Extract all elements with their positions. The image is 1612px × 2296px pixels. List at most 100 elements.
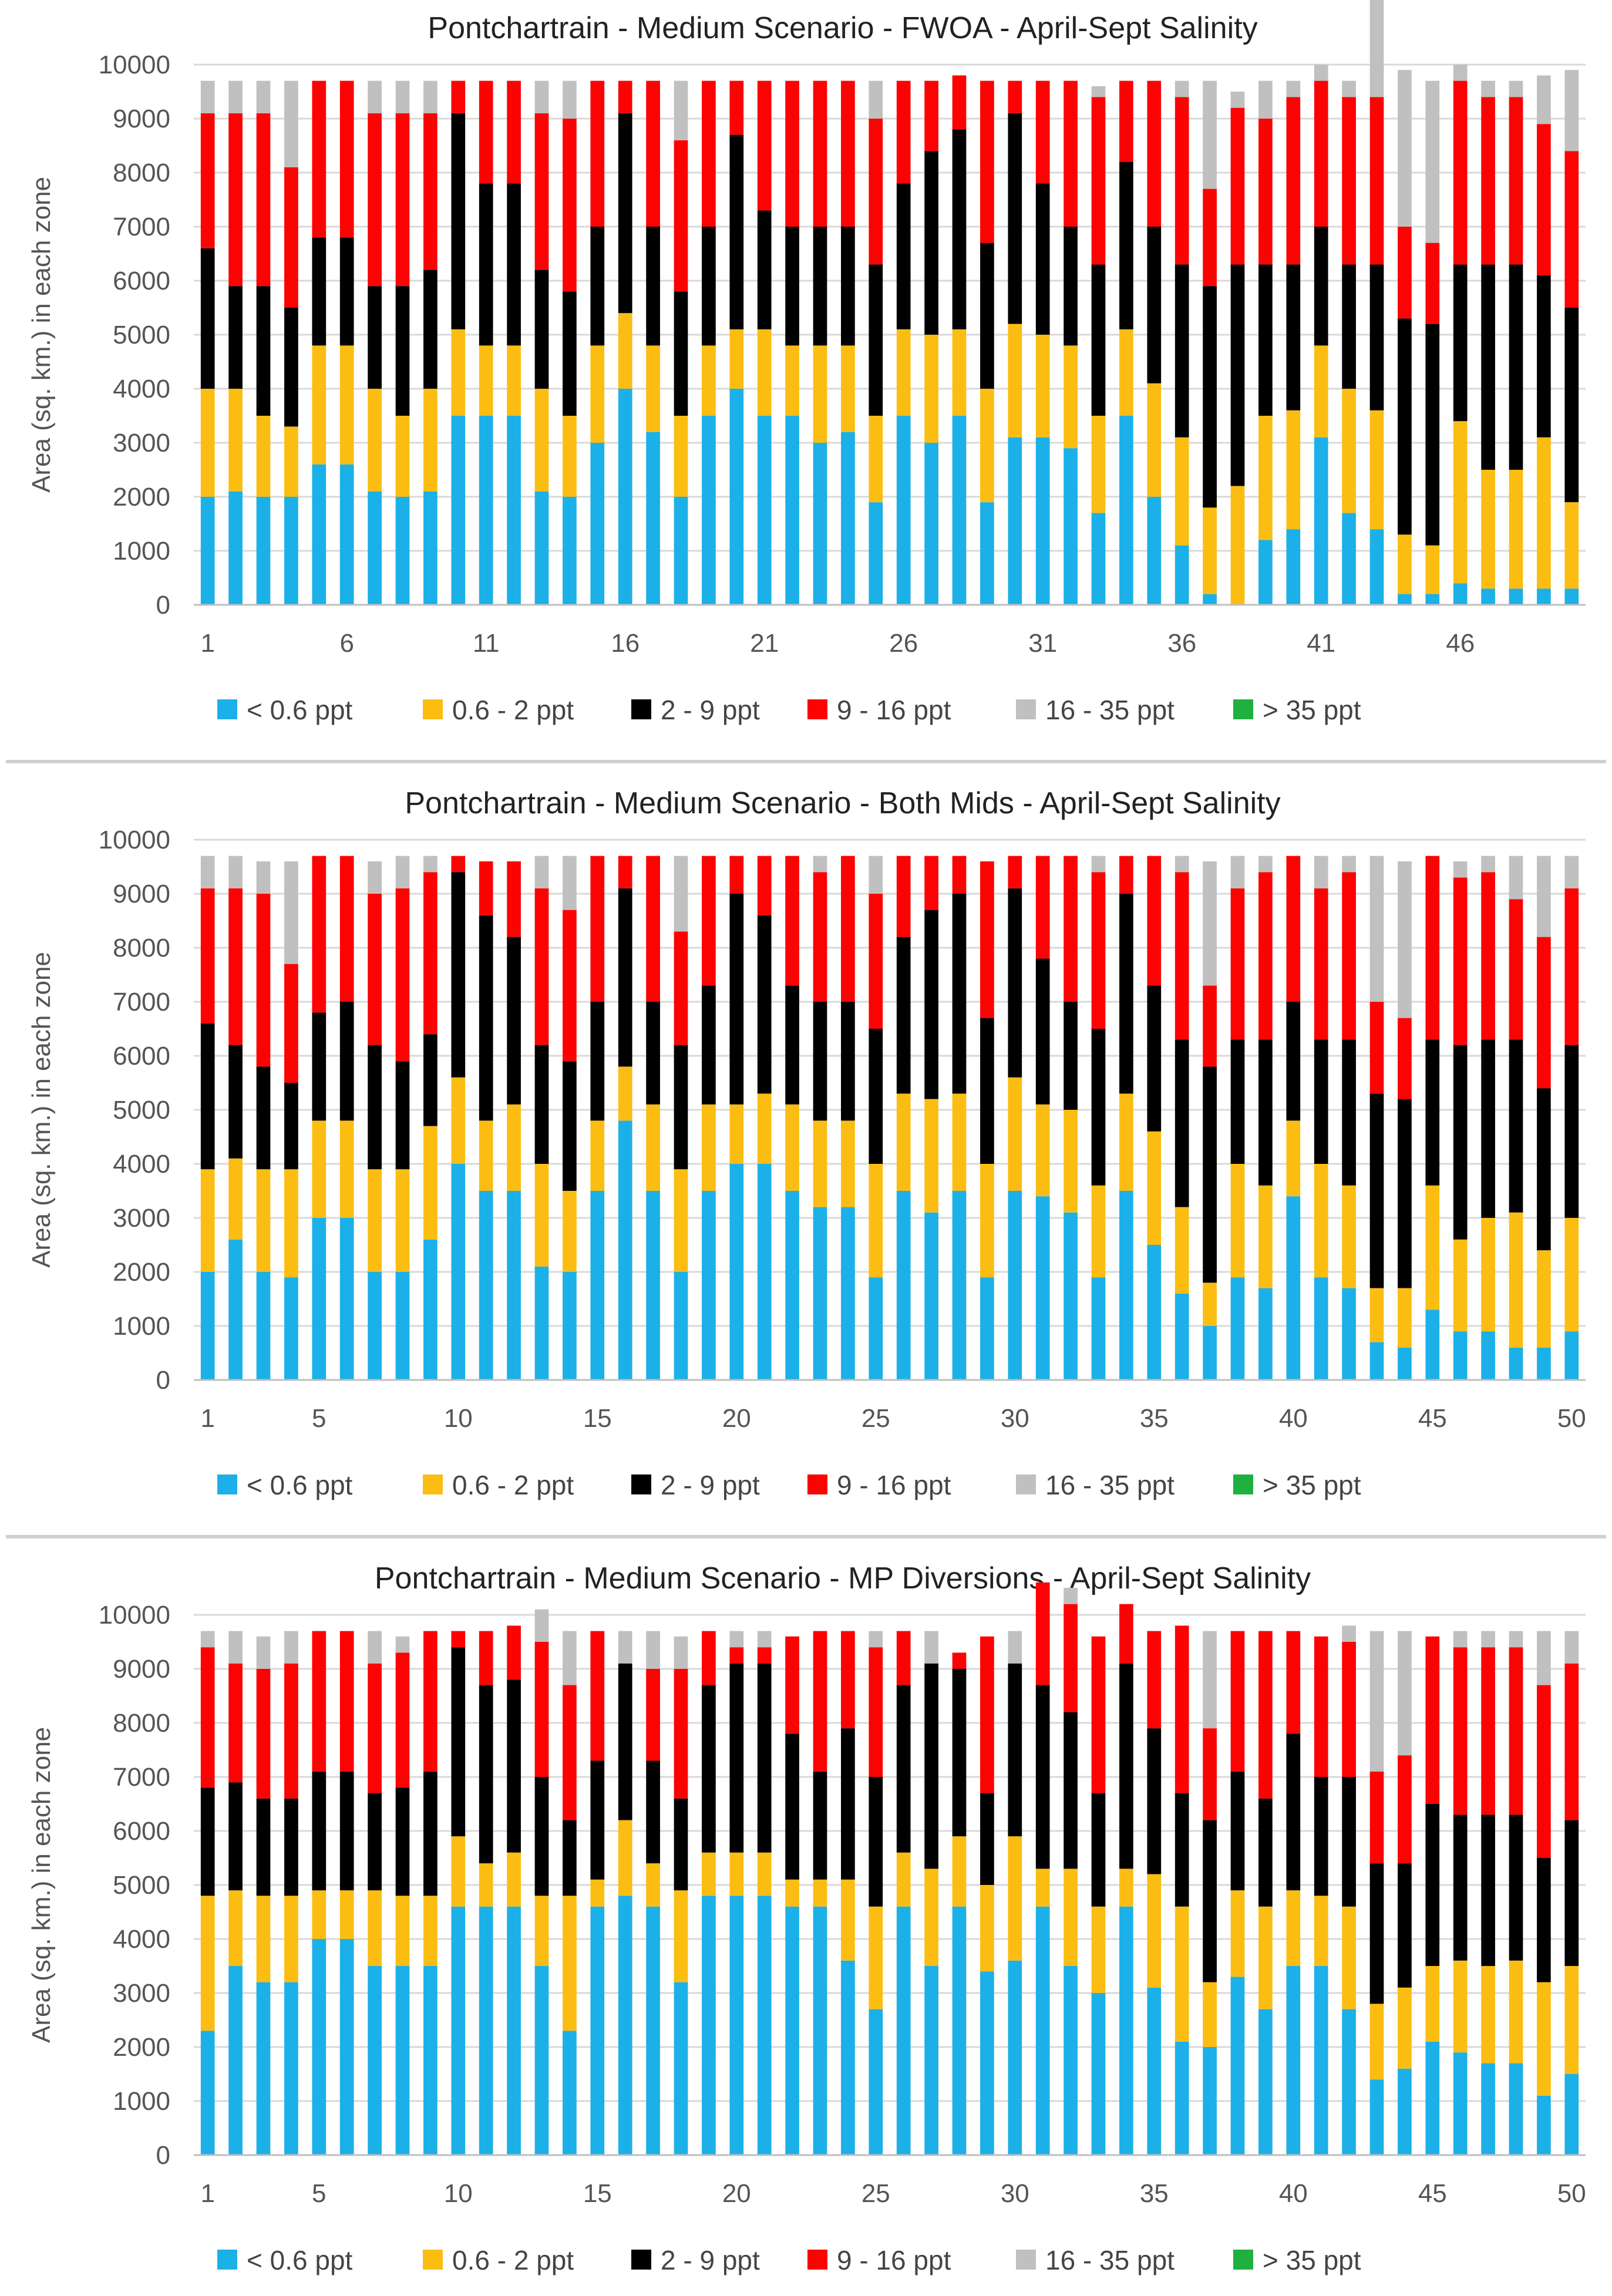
bar-segment [1342,264,1356,389]
bar-segment [702,856,716,986]
bar-segment [451,113,466,329]
bar-segment [1174,264,1189,437]
legend-label: 0.6 - 2 ppt [452,1470,574,1500]
bar-segment [1035,856,1050,959]
bar-segment [618,1120,632,1380]
bar-segment [1314,888,1328,1040]
bar-segment [841,345,855,432]
bar-segment [1008,1663,1022,1837]
bar-segment [1230,1631,1245,1772]
bar-segment [1203,1326,1217,1380]
bar-segment [1425,243,1440,324]
bar-segment [896,937,911,1094]
y-tick-label: 5000 [113,321,170,349]
bar-segment [1174,437,1189,546]
bar-segment [952,894,967,1094]
bar-segment [1091,1185,1106,1278]
bar-segment [1119,856,1133,894]
x-tick-label: 46 [1446,629,1475,658]
bar-segment [729,134,744,329]
x-tick-label: 35 [1140,1404,1169,1433]
bar-segment [563,1272,577,1380]
bar-segment [256,861,271,894]
bar-segment [1035,1582,1050,1685]
legend-label: > 35 ppt [1263,1470,1361,1500]
bar-segment [1147,383,1162,497]
bar-segment [1064,1712,1078,1869]
bar-segment [1203,985,1217,1067]
bar-segment [256,497,271,605]
legend-label: < 0.6 ppt [247,1470,353,1500]
bar-segment [1509,470,1523,589]
bar-segment [841,1728,855,1880]
bar-segment [1481,588,1495,605]
bar-segment [1564,888,1579,1045]
bar-segment [646,432,660,605]
bar-segment [228,1239,243,1380]
x-tick-label: 10 [444,1404,473,1433]
x-tick-label: 1 [200,1404,214,1433]
bar-segment [284,1663,298,1799]
bar-segment [1564,1966,1579,2074]
bar-segment [674,80,688,140]
bar-segment [368,286,382,389]
bar-segment [1537,1982,1551,2096]
y-tick-label: 2000 [113,2033,170,2062]
bar-segment [1537,1858,1551,1982]
bar-segment [563,1820,577,1896]
bar-segment [646,1760,660,1864]
bar-segment [284,308,298,427]
bar-segment [563,856,577,910]
bar-segment [451,80,466,113]
bar-segment [1314,1164,1328,1278]
bar-segment [618,856,632,888]
bar-segment [395,1272,410,1380]
legend-label: 9 - 16 ppt [837,695,951,725]
bar-segment [646,227,660,346]
bar-segment [395,80,410,113]
bar-segment [813,1002,827,1121]
y-tick-label: 3000 [113,1979,170,2008]
bar-segment [1203,1728,1217,1820]
bar-segment [785,227,799,346]
chart-mp-diversions: Pontchartrain - Medium Scenario - MP Div… [27,1561,1586,2275]
legend-swatch [807,2250,827,2270]
bar-segment [869,502,883,605]
legend-label: 0.6 - 2 ppt [452,695,574,725]
bar-segment [1286,1196,1301,1380]
bar-segment [507,1906,521,2155]
bar-segment [1008,1077,1022,1191]
x-tick-label: 50 [1557,1404,1586,1433]
bar-segment [952,329,967,416]
y-axis-title: Area (sq. km.) in each zone [27,952,56,1268]
bar-segment [423,113,438,270]
y-tick-label: 6000 [113,1817,170,1846]
bar-segment [1203,2047,1217,2155]
x-tick-label: 20 [722,1404,751,1433]
bar-segment [896,416,911,605]
bar-segment [1509,1212,1523,1348]
bar-segment [1398,1099,1412,1288]
bar-segment [1564,856,1579,888]
bar-segment [1564,1218,1579,1332]
bar-segment [1342,389,1356,513]
bar-segment [534,1609,549,1642]
bar-segment [1035,80,1050,184]
legend-label: 16 - 35 ppt [1045,1470,1174,1500]
bar-segment [228,113,243,287]
bar-segment [646,1631,660,1669]
x-tick-label: 16 [611,629,640,658]
bar-segment [1064,1588,1078,1604]
bar-segment [1008,856,1022,888]
bar-segment [646,1104,660,1191]
bar-segment [534,113,549,270]
bar-segment [1091,856,1106,873]
bar-segment [284,80,298,167]
legend-swatch [423,699,443,719]
bar-segment [395,1169,410,1272]
bar-segment [479,1631,493,1685]
x-tick-label: 40 [1279,1404,1308,1433]
chart-title: Pontchartrain - Medium Scenario - MP Div… [375,1561,1311,1595]
bar-segment [952,129,967,329]
bar-segment [451,416,466,605]
